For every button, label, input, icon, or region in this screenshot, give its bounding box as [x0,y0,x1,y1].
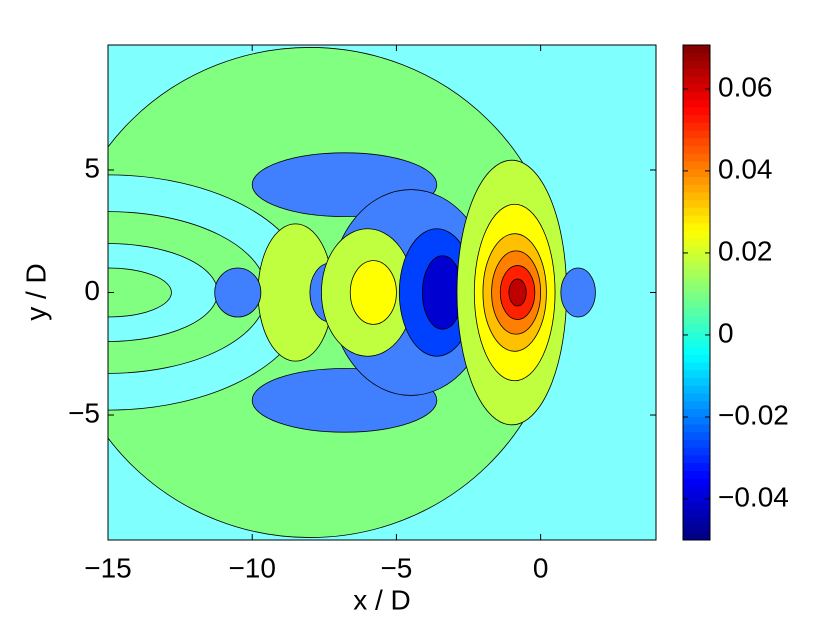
colorbar-step [683,315,710,324]
colorbar-step [683,238,710,247]
x-tick-label: −10 [228,552,276,583]
colorbar-step [683,470,710,479]
y-tick-label: 0 [84,275,100,306]
contour-region [214,267,262,318]
colorbar-step [683,184,710,193]
colorbar-step [683,362,710,371]
x-tick-label: 0 [533,552,549,583]
colorbar-step [683,168,710,177]
colorbar-step [683,447,710,456]
colorbar-tick-label: −0.04 [718,481,789,512]
colorbar-step [683,292,710,301]
colorbar-step [683,215,710,224]
y-tick-label: 5 [84,152,100,183]
y-tick-label: −5 [68,397,100,428]
contour-region [508,278,527,307]
contour-region [349,260,397,325]
colorbar-tick-label: 0.04 [718,153,773,184]
colorbar-step [683,230,710,239]
colorbar-step [683,323,710,332]
colorbar-tick-label: −0.02 [718,399,789,430]
x-axis-label: x / D [353,584,411,615]
colorbar-step [683,261,710,270]
x-tick-label: −5 [380,552,412,583]
colorbar-tick-label: 0 [718,317,734,348]
colorbar-step [683,153,710,162]
colorbar-step [683,199,710,208]
colorbar-step [683,122,710,131]
colorbar-step [683,431,710,440]
colorbar-step [683,45,710,54]
colorbar-step [683,114,710,123]
y-axis-label: y / D [20,263,51,321]
colorbar-frame [682,44,711,541]
colorbar-step [683,532,710,541]
colorbar-step [683,509,710,518]
colorbar-step [683,207,710,216]
colorbar-step [683,277,710,286]
colorbar-step [683,145,710,154]
colorbar-step [683,524,710,533]
colorbar-step [683,284,710,293]
colorbar-step [683,68,710,77]
colorbar-step [683,91,710,100]
colorbar-step [683,253,710,263]
colorbar-step [683,137,710,147]
colorbar-step [683,346,710,355]
colorbar-step [683,106,710,116]
colorbar-step [683,516,710,526]
x-tick-label: −15 [84,552,132,583]
colorbar-step [683,300,710,309]
contour-field [108,45,656,540]
colorbar-step [683,400,710,410]
colorbar-step [683,338,710,348]
colorbar-step [683,331,710,340]
colorbar-step [683,485,710,495]
colorbar-step [683,52,710,61]
colorbar-step [683,377,710,386]
colorbar: −0.04 −0.02 0 0.02 0.04 0.06 [682,44,789,541]
colorbar-step [683,393,710,402]
colorbar-step [683,501,710,510]
colorbar-step [683,454,710,464]
colorbar-step [683,269,710,278]
colorbar-step [683,307,710,317]
colorbar-step [683,130,710,139]
colorbar-step [683,462,710,471]
colorbar-step [683,408,710,417]
colorbar-step [683,439,710,448]
colorbar-step [683,99,710,108]
colorbar-tick-label: 0.06 [718,71,773,102]
colorbar-step [683,60,710,69]
colorbar-step [683,222,710,232]
colorbar-step [683,478,710,487]
contour-region [560,267,596,318]
colorbar-step [683,83,710,92]
colorbar-step [683,176,710,185]
colorbar-step [683,385,710,394]
colorbar-tick-label: 0.02 [718,235,773,266]
colorbar-step [683,423,710,433]
colorbar-step [683,161,710,170]
colorbar-step [683,191,710,201]
contour-region [108,267,172,318]
colorbar-step [683,416,710,425]
colorbar-step [683,369,710,379]
colorbar-step [683,75,710,85]
colorbar-step [683,246,710,255]
colorbar-step [683,354,710,363]
colorbar-step [683,493,710,502]
